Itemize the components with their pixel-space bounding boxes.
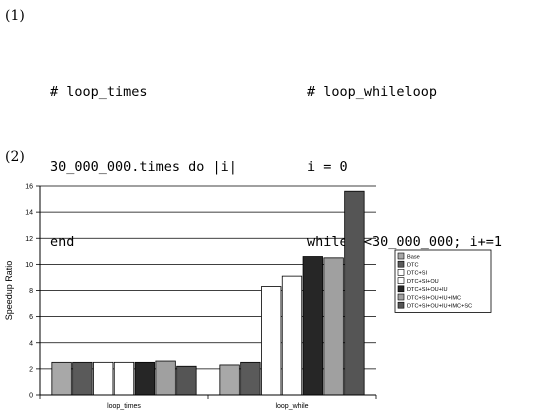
legend-label: DTC+SI+OU+IU+IMC+SC	[407, 304, 472, 310]
y-tick-label: 16	[25, 184, 33, 191]
section-marker-1: (1)	[5, 8, 25, 24]
legend-swatch	[397, 301, 405, 309]
legend-label: DTC+SI+OU+IU	[407, 287, 448, 293]
speedup-bar-chart: 0 2 4 6 8 10 12 14 16 Speedup Ratio loop_times loop…	[4, 184, 492, 410]
y-tick-label: 10	[25, 262, 33, 269]
bar-loop_times-1	[72, 361, 93, 396]
y-tick-label: 6	[29, 314, 33, 321]
legend-label: DTC+SI+OU+IU+IMC	[407, 295, 461, 301]
section-marker-2: (2)	[5, 149, 25, 165]
y-tick-label: 8	[29, 288, 33, 295]
bar-loop_times-3	[113, 361, 135, 396]
code-line: # loop_times	[50, 84, 148, 100]
code-line: i = 0	[307, 159, 348, 175]
bar-loop_while-0	[219, 364, 240, 396]
legend-swatch	[397, 285, 405, 293]
y-tick-label: 4	[29, 340, 33, 347]
legend-label: Base	[407, 254, 420, 260]
bar-loop_times-2	[93, 361, 114, 396]
y-tick-label: 14	[25, 210, 33, 217]
bar-loop_while-3	[281, 275, 303, 396]
code-block-loop-times: # loop_times 30_000_000.times do |i| end	[50, 30, 237, 280]
y-tick-label: 12	[25, 236, 33, 243]
bar-loop_times-4	[134, 361, 155, 396]
legend-box	[394, 249, 492, 313]
legend-label: DTC+SI	[407, 271, 427, 277]
bar-loop_while-5	[323, 257, 344, 396]
y-tick-label: 2	[29, 366, 33, 373]
bar-loop_times-6	[176, 365, 197, 396]
bar-loop_while-2	[261, 286, 282, 396]
legend-label: DTC	[407, 263, 419, 269]
code-line: 30_000_000.times do |i|	[50, 159, 237, 175]
legend-swatch	[397, 293, 405, 301]
bar-loop_while-4	[302, 256, 323, 396]
legend-swatch	[397, 277, 405, 284]
bar-loop_while-1	[240, 361, 261, 396]
x-tick-label: loop_while	[275, 403, 308, 410]
legend-label: DTC+SI+OU	[407, 279, 439, 285]
legend-swatch	[397, 252, 405, 260]
y-axis-label: Speedup Ratio	[4, 261, 14, 321]
code-line: # loop_whileloop	[307, 84, 438, 100]
bar-loop_while-6	[344, 190, 365, 396]
legend-swatch	[397, 260, 405, 268]
x-tick-label: loop_times	[107, 403, 141, 410]
legend-swatch	[397, 269, 405, 276]
y-tick-label: 0	[29, 393, 33, 400]
bar-loop_times-0	[51, 361, 72, 396]
bar-loop_times-5	[155, 360, 176, 396]
